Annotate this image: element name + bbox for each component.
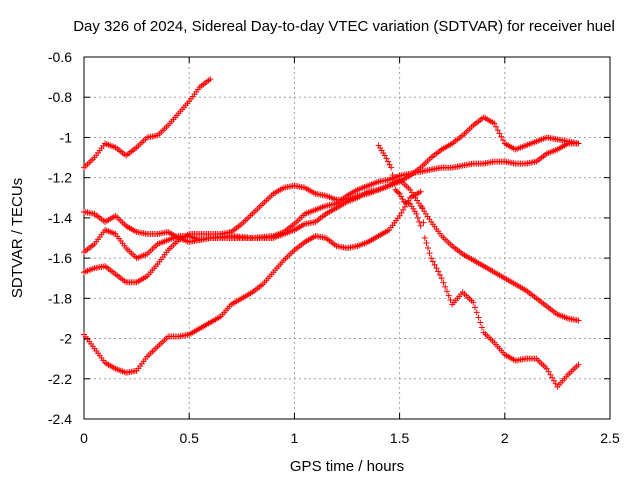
- satellite-e-point: [435, 268, 442, 275]
- satellite-e-point: [479, 324, 486, 331]
- satellite-f-point: [383, 155, 390, 162]
- satellite-e-point: [396, 212, 403, 219]
- plot-frame: [83, 56, 611, 420]
- satellite-e-point: [417, 188, 424, 195]
- satellite-e-point: [475, 314, 482, 321]
- x-tick-labels: 0 0.5 1 1.5 2 2.5: [80, 430, 620, 446]
- satellite-e-point: [425, 245, 432, 252]
- y-tick-label: -1.6: [48, 250, 72, 266]
- satellite-f-point: [414, 214, 421, 221]
- satellite-c-point: [494, 127, 501, 134]
- satellite-e-point: [436, 271, 443, 278]
- y-tick-labels: -2.4 -2.2 -2 -1.8 -1.6 -1.4 -1.2 -1 -0.8…: [48, 49, 72, 427]
- y-tick-label: -2: [60, 331, 73, 347]
- satellite-f-point: [381, 152, 388, 159]
- satellite-e-point: [549, 374, 556, 381]
- satellite-e-point: [471, 304, 478, 311]
- satellite-e-point: [477, 319, 484, 326]
- satellite-c-point: [496, 130, 503, 137]
- x-tick-label: 1: [291, 430, 299, 446]
- y-tick-label: -1.4: [48, 210, 72, 226]
- x-axis-label: GPS time / hours: [290, 458, 404, 475]
- satellite-f-point: [395, 189, 402, 196]
- grid-lines: [84, 57, 610, 419]
- satellite-e-point: [421, 235, 428, 241]
- satellite-e-point: [473, 309, 480, 316]
- data-points: [81, 76, 582, 390]
- axis-ticks: [83, 56, 611, 420]
- satellite-c-point: [498, 133, 505, 140]
- satellite-f-point: [385, 158, 392, 165]
- chart-title: Day 326 of 2024, Sidereal Day-to-day VTE…: [73, 18, 615, 35]
- satellite-e-point: [426, 250, 433, 257]
- satellite-e-point: [438, 275, 445, 282]
- satellite-e-point: [443, 288, 450, 295]
- satellite-e-point: [400, 206, 407, 213]
- y-axis-label: SDTVAR / TECUs: [9, 178, 26, 298]
- y-tick-label: -1: [60, 129, 73, 145]
- satellite-e-point: [440, 279, 447, 286]
- y-tick-label: -1.2: [48, 170, 72, 186]
- y-tick-label: -0.6: [48, 49, 72, 65]
- x-tick-label: 0: [80, 430, 88, 446]
- satellite-a-point: [207, 76, 214, 83]
- satellite-e-point: [470, 299, 477, 306]
- satellite-e-point: [420, 219, 427, 226]
- satellite-c-point: [493, 123, 500, 130]
- satellite-f-point: [399, 196, 406, 203]
- satellite-f-point: [413, 210, 420, 217]
- satellite-e-point: [552, 380, 559, 387]
- satellite-f-point: [393, 188, 400, 195]
- y-tick-label: -1.8: [48, 290, 72, 306]
- satellite-f-point: [389, 171, 396, 178]
- satellite-e-point: [433, 265, 440, 272]
- satellite-c-point: [500, 137, 507, 144]
- y-tick-label: -2.2: [48, 371, 72, 387]
- satellite-f-point: [392, 186, 399, 193]
- satellite-f-point: [398, 193, 405, 200]
- satellite-e-point: [447, 297, 454, 304]
- y-tick-label: -2.4: [48, 411, 72, 427]
- satellite-e-point: [545, 368, 552, 375]
- satellite-e-point: [550, 377, 557, 384]
- satellite-f-point: [386, 161, 393, 168]
- x-tick-label: 0.5: [179, 430, 199, 446]
- satellite-e-point: [575, 361, 582, 368]
- satellite-e-point: [419, 204, 426, 211]
- satellite-e-point: [428, 255, 435, 262]
- satellite-e-point: [423, 240, 430, 247]
- satellite-e-point: [547, 371, 554, 378]
- satellite-f-point: [396, 190, 403, 197]
- satellite-e-point: [442, 283, 449, 290]
- satellite-d-point: [575, 317, 582, 324]
- satellite-e-point: [543, 365, 550, 372]
- satellite-f-point: [390, 179, 397, 186]
- satellite-f-point: [402, 199, 409, 206]
- x-tick-label: 1.5: [390, 430, 410, 446]
- satellite-c-point: [575, 140, 582, 147]
- x-tick-label: 2: [501, 430, 509, 446]
- x-tick-label: 2.5: [600, 430, 620, 446]
- satellite-e-point: [445, 292, 452, 299]
- satellite-e-point: [429, 258, 436, 265]
- y-tick-label: -0.8: [48, 89, 72, 105]
- satellite-c-point: [491, 120, 498, 127]
- satellite-f-point: [416, 218, 423, 225]
- satellite-f-point: [388, 164, 395, 171]
- satellite-e-point: [398, 209, 405, 216]
- satellite-f-point: [417, 222, 424, 229]
- satellite-e-point: [431, 261, 438, 268]
- satellite-e-point: [401, 203, 408, 210]
